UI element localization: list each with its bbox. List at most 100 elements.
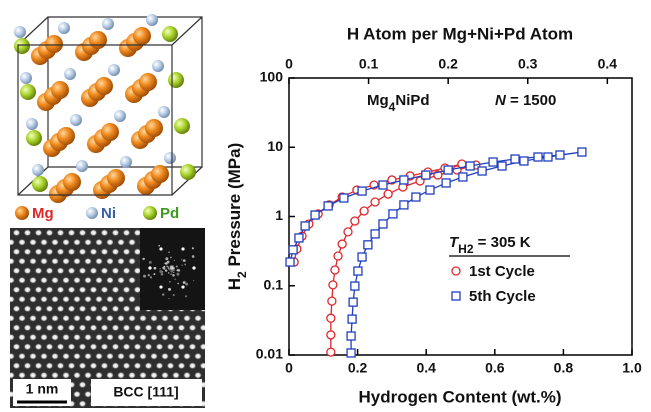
ni-atom (158, 106, 170, 118)
pd-atom (32, 176, 48, 192)
marker (327, 331, 335, 339)
marker (360, 207, 368, 215)
fft-speck (170, 270, 173, 273)
legend-marker (452, 267, 460, 275)
marker (329, 281, 337, 289)
marker (347, 332, 355, 340)
mg-icon (15, 206, 29, 220)
fft-speck (167, 266, 169, 268)
fft-speck (148, 274, 150, 276)
marker (347, 349, 355, 357)
y-tick-label: 0.01 (256, 346, 283, 362)
marker (412, 193, 420, 201)
fft-speck (185, 295, 187, 297)
marker (489, 158, 497, 166)
atom-legend: Mg Ni Pd (15, 205, 179, 222)
text-part: = 1500 (506, 92, 556, 109)
fft-speck (173, 269, 175, 271)
text-part: NiPd (395, 92, 429, 109)
legend-marker (452, 292, 460, 300)
fft-speck (170, 273, 172, 275)
mg-atom (151, 165, 169, 183)
text-part: = 305 K (474, 234, 531, 251)
marker (384, 190, 392, 198)
text-part: H (225, 278, 244, 290)
fft-speck (161, 273, 164, 276)
mg-atom (133, 27, 151, 45)
marker (498, 162, 506, 170)
fft-speck (177, 269, 179, 271)
fft-spot (159, 285, 162, 288)
marker (466, 162, 474, 170)
fft-speck (174, 278, 176, 280)
x2-tick-label: 0.3 (518, 56, 538, 72)
marker (327, 314, 335, 322)
marker (338, 240, 346, 248)
atom-label: Mg (32, 205, 54, 222)
marker (351, 217, 359, 225)
marker (520, 157, 528, 165)
marker (364, 241, 372, 249)
marker (348, 315, 356, 323)
marker (556, 151, 564, 159)
marker (426, 186, 434, 194)
fft-speck (150, 276, 152, 278)
fft-speck (192, 247, 194, 249)
y-tick-label: 0.1 (264, 276, 284, 292)
fft-speck (168, 288, 171, 291)
legend-label: 5th Cycle (469, 288, 536, 305)
chart: H Atom per Mg+Ni+Pd Atom Hydrogen Conten… (225, 24, 641, 406)
fft-speck (164, 263, 165, 264)
ni-atom (20, 72, 32, 84)
marker (389, 210, 397, 218)
marker (351, 282, 359, 290)
fft-speck (176, 265, 178, 267)
fft-spot (148, 266, 151, 269)
fft-speck (181, 259, 182, 260)
y-axis-title: H2 Pressure (MPa) (225, 143, 249, 290)
fft-speck (172, 274, 175, 277)
fft-speck (183, 281, 185, 283)
ni-atom (152, 60, 164, 72)
marker (354, 267, 362, 275)
fft-speck (193, 280, 194, 281)
marker (400, 176, 408, 184)
mg-atom (107, 169, 125, 187)
marker (442, 179, 450, 187)
ni-atom (64, 68, 76, 80)
fft-speck (168, 251, 170, 253)
y-tick-label: 1 (275, 207, 283, 223)
x-tick-label: 0 (285, 360, 293, 376)
marker (358, 187, 366, 195)
ni-atom (32, 164, 44, 176)
fft-spot (192, 266, 195, 269)
x2-tick-label: 0.4 (598, 56, 618, 72)
fft-speck (158, 245, 160, 247)
fft-speck (165, 269, 167, 271)
ni-atom (164, 152, 176, 164)
mg-atom (89, 31, 107, 49)
marker (534, 153, 542, 161)
fft-speck (162, 293, 164, 295)
zone-axis: BCC [111] (113, 384, 178, 400)
mg-atom (139, 73, 157, 91)
ni-atom (114, 110, 126, 122)
x-tick-label: 1.0 (622, 360, 642, 376)
mg-atom (145, 119, 163, 137)
fft-spot (159, 247, 162, 250)
marker (371, 230, 379, 238)
annotation: Mg4NiPd (367, 92, 430, 114)
fft-speck (153, 273, 155, 275)
fft-spot (181, 247, 184, 250)
x2-axis-title: H Atom per Mg+Ni+Pd Atom (347, 24, 573, 43)
crystal-structure (14, 14, 202, 203)
marker (328, 297, 336, 305)
fft-speck (159, 270, 162, 273)
atom-label: Pd (160, 205, 179, 222)
pd-atom (20, 84, 36, 100)
marker (295, 234, 303, 242)
x-tick-label: 0.4 (416, 360, 436, 376)
legend-title: TH2 = 305 K (449, 234, 531, 256)
fft-speck (174, 260, 175, 261)
marker (422, 171, 430, 179)
